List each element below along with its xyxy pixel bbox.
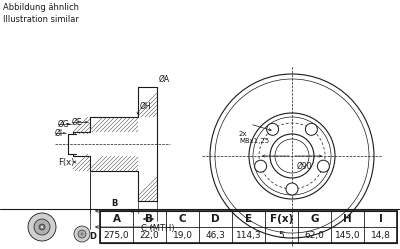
Text: 145,0: 145,0 (335, 231, 360, 240)
Text: H: H (343, 214, 352, 224)
Circle shape (28, 213, 56, 241)
Text: E: E (245, 214, 252, 224)
Text: D: D (211, 214, 220, 224)
Text: 46,3: 46,3 (206, 231, 226, 240)
Text: F(x): F(x) (270, 214, 293, 224)
Text: F(x): F(x) (58, 158, 74, 167)
Text: 14,8: 14,8 (370, 231, 390, 240)
Text: B: B (111, 199, 117, 208)
Text: 2x
M8x1,25: 2x M8x1,25 (239, 131, 269, 144)
Text: B: B (146, 214, 154, 224)
Circle shape (80, 233, 84, 236)
Circle shape (39, 224, 45, 230)
Circle shape (34, 219, 50, 235)
Text: C (MTH): C (MTH) (141, 224, 175, 233)
Circle shape (317, 160, 329, 172)
Text: 62,0: 62,0 (304, 231, 324, 240)
Text: 22,0: 22,0 (140, 231, 159, 240)
Text: 114,3: 114,3 (236, 231, 261, 240)
Circle shape (78, 230, 86, 238)
Circle shape (267, 123, 279, 135)
Text: ØG: ØG (58, 120, 70, 128)
Text: A: A (112, 214, 120, 224)
Text: 5: 5 (279, 231, 284, 240)
Circle shape (255, 160, 267, 172)
Text: C: C (179, 214, 186, 224)
Circle shape (305, 123, 317, 135)
Text: G: G (310, 214, 319, 224)
Text: ØH: ØH (140, 102, 152, 111)
Text: D: D (89, 232, 96, 241)
Text: 275,0: 275,0 (104, 231, 129, 240)
Text: I: I (378, 214, 382, 224)
Text: Abbildung ähnlich
Illustration similar: Abbildung ähnlich Illustration similar (3, 3, 79, 24)
Text: ØE: ØE (72, 118, 83, 126)
Text: 19,0: 19,0 (172, 231, 192, 240)
Circle shape (74, 226, 90, 242)
Text: ØA: ØA (159, 74, 170, 83)
Text: ØI: ØI (55, 128, 63, 137)
Circle shape (286, 183, 298, 195)
Text: Ø90: Ø90 (297, 162, 313, 171)
Circle shape (41, 226, 43, 228)
